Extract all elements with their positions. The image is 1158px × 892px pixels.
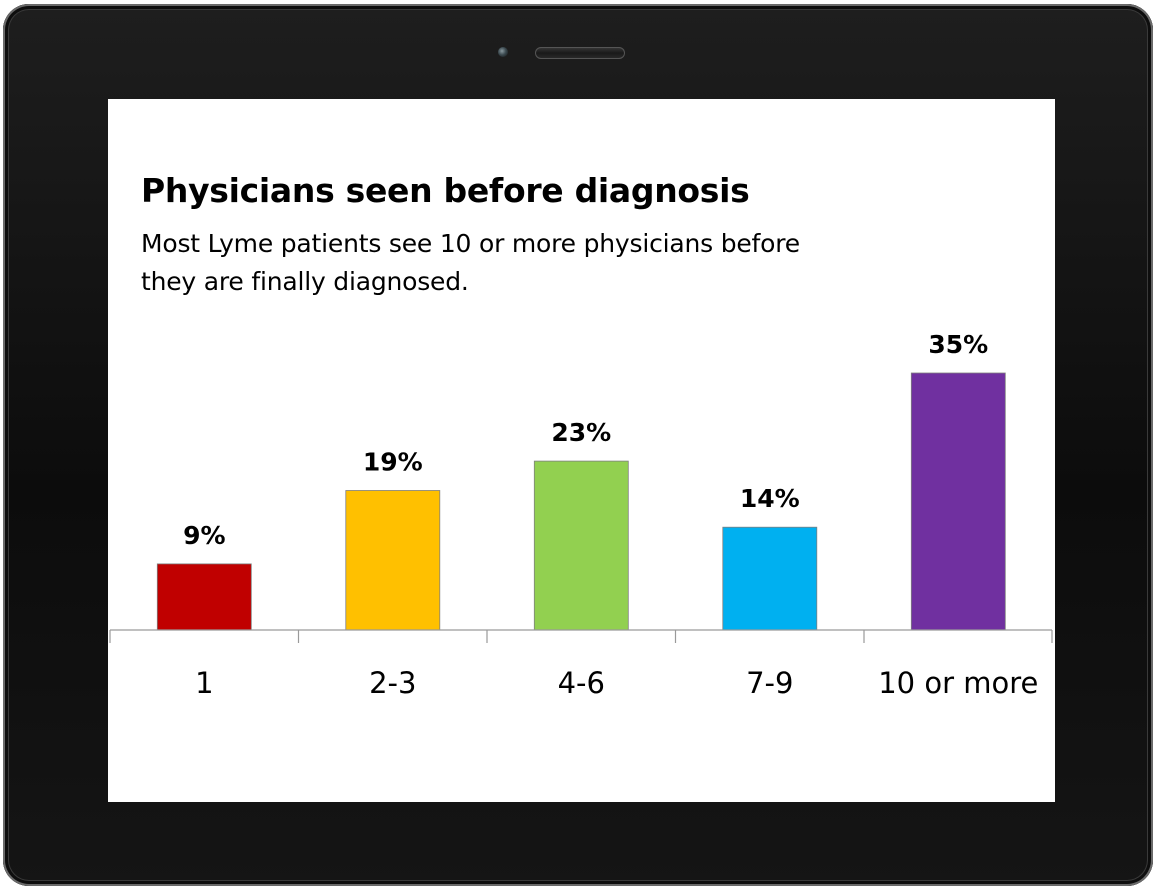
tablet-frame: Physicians seen before diagnosis Most Ly… [3,4,1153,886]
bar-7-9 [722,526,818,631]
bar-10-or-more [910,372,1006,631]
chart-subtitle-line-1: Most Lyme patients see 10 or more physic… [141,229,800,258]
x-tick-label-2-3: 2-3 [369,666,416,700]
x-tick-label-1: 1 [195,666,213,700]
bar-chart: 9% 1 19% 2-3 23% 4-6 14% 7-9 35% 10 or more [109,330,1053,700]
data-label-1: 9% [183,521,225,550]
chart-title: Physicians seen before diagnosis [141,171,750,210]
data-label-4-6: 23% [551,418,611,447]
chart-subtitle: Most Lyme patients see 10 or more physic… [141,225,941,301]
chart-subtitle-line-2: they are finally diagnosed. [141,267,469,296]
speaker-grille [535,47,625,59]
data-label-7-9: 14% [740,484,800,513]
x-tick-label-4-6: 4-6 [558,666,605,700]
camera-icon [498,47,508,57]
x-tick-label-7-9: 7-9 [746,666,793,700]
data-label-10-or-more: 35% [928,330,988,359]
tablet-screen: Physicians seen before diagnosis Most Ly… [108,99,1055,802]
bar-1 [156,563,252,631]
bar-2-3 [345,490,441,631]
x-tick-label-10-or-more: 10 or more [878,666,1038,700]
bar-4-6 [533,460,629,631]
data-label-2-3: 19% [363,448,423,477]
